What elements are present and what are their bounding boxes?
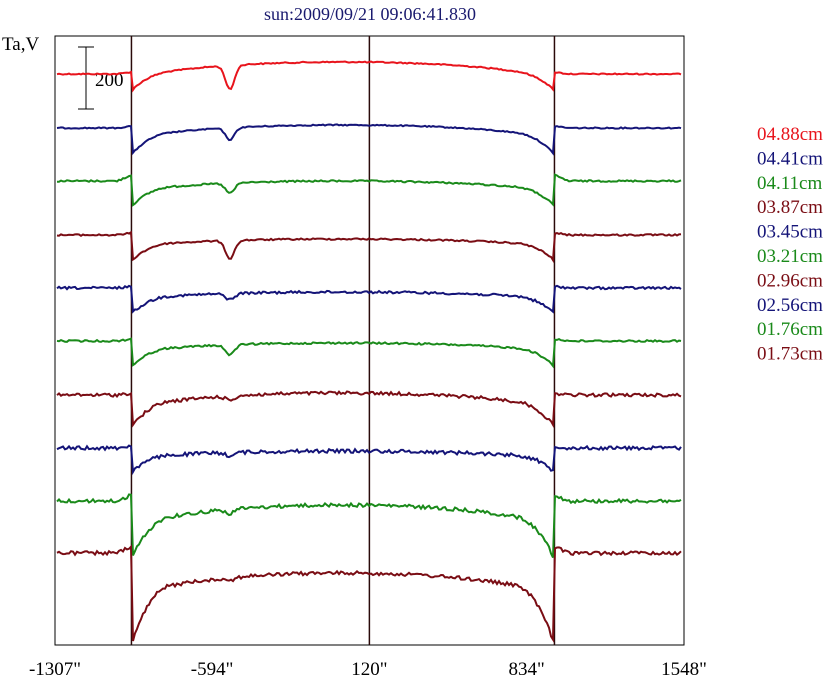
series-line-04.88cm bbox=[56, 60, 682, 93]
scale-bar: 200 bbox=[78, 46, 124, 110]
legend-entry: 03.87cm bbox=[757, 197, 823, 218]
legend-entry: 04.88cm bbox=[757, 124, 823, 145]
legend-entry: 01.73cm bbox=[757, 344, 823, 365]
series-line-01.73cm bbox=[56, 544, 682, 643]
series-lines bbox=[56, 60, 682, 643]
series-line-04.41cm bbox=[56, 123, 682, 156]
series-line-03.87cm bbox=[56, 230, 682, 264]
legend: 04.88cm 04.41cm 04.11cm 03.87cm 03.45cm 03.21… bbox=[757, 124, 823, 365]
x-tick-labels: -1307" -594" 120" 834" 1548" bbox=[29, 659, 707, 680]
x-tick-label: -1307" bbox=[29, 659, 81, 680]
legend-entry: 03.21cm bbox=[757, 246, 823, 267]
series-line-02.96cm bbox=[56, 390, 682, 429]
legend-entry: 04.11cm bbox=[757, 173, 822, 194]
series-line-04.11cm bbox=[57, 173, 682, 207]
series-line-02.56cm bbox=[56, 444, 682, 476]
y-axis-label: Ta,V bbox=[2, 34, 39, 55]
legend-entry: 01.76cm bbox=[757, 319, 823, 340]
chart-title: sun:2009/09/21 09:06:41.830 bbox=[264, 4, 476, 24]
series-line-03.21cm bbox=[56, 337, 682, 369]
legend-entry: 02.96cm bbox=[757, 270, 823, 291]
x-tick-label: 834" bbox=[509, 659, 545, 680]
legend-entry: 03.45cm bbox=[757, 222, 823, 243]
legend-entry: 04.41cm bbox=[757, 148, 823, 169]
marker-lines bbox=[130, 36, 556, 645]
x-tick-label: -594" bbox=[191, 659, 234, 680]
x-tick-label: 120" bbox=[351, 659, 387, 680]
x-tick-label: 1548" bbox=[661, 659, 707, 680]
series-line-01.76cm bbox=[56, 493, 682, 559]
series-line-03.45cm bbox=[56, 284, 682, 314]
legend-entry: 02.56cm bbox=[757, 295, 823, 316]
